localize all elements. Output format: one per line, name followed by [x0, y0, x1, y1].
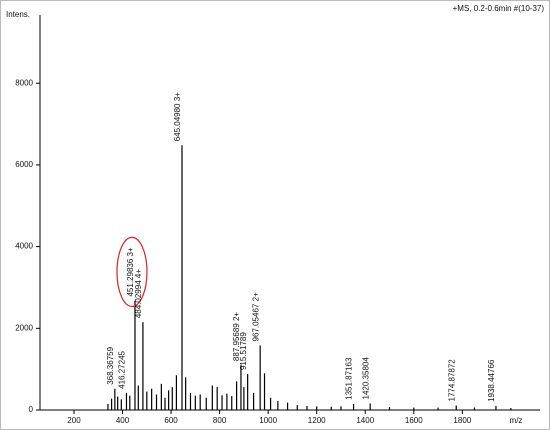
x-tick-label: 1800 — [453, 416, 471, 425]
peak-label: 967.05467 2+ — [251, 292, 260, 341]
peak-label: 1774.87872 — [447, 359, 456, 402]
y-tick-label: 6000 — [15, 160, 33, 169]
x-tick-label: 600 — [164, 416, 178, 425]
x-tick-label: 1600 — [405, 416, 423, 425]
y-tick-label: 4000 — [15, 242, 33, 251]
x-tick-label: 1000 — [259, 416, 277, 425]
x-tick-label: 1400 — [356, 416, 374, 425]
x-axis-label: m/z — [510, 416, 523, 425]
peak-label: 915.51789 — [239, 332, 248, 370]
peak-label: 484.02994 4+ — [134, 269, 143, 318]
peak-label: 451.29836 3+ — [126, 247, 135, 296]
peak-label: 416.27245 — [118, 350, 127, 388]
y-tick-label: 2000 — [15, 323, 33, 332]
peak-label: 645.04980 3+ — [173, 92, 182, 141]
x-tick-label: 400 — [116, 416, 130, 425]
x-tick-label: 1200 — [308, 416, 326, 425]
peak-label: 1938.44766 — [487, 359, 496, 402]
highlight-circle — [116, 236, 148, 308]
x-tick-label: 800 — [213, 416, 227, 425]
y-tick-label: 8000 — [15, 78, 33, 87]
peak-label: 1420.35804 — [361, 357, 370, 400]
y-axis-label: Intens. — [6, 10, 30, 19]
y-tick-label: 0 — [29, 405, 34, 414]
peak-label: 1351.87163 — [345, 357, 354, 400]
x-tick-label: 200 — [67, 416, 81, 425]
peak-label: 887.95689 2+ — [232, 312, 241, 361]
chart-title: +MS, 0.2-0.6min #(10-37) — [453, 4, 545, 13]
peak-label: 368.36759 — [106, 346, 115, 384]
